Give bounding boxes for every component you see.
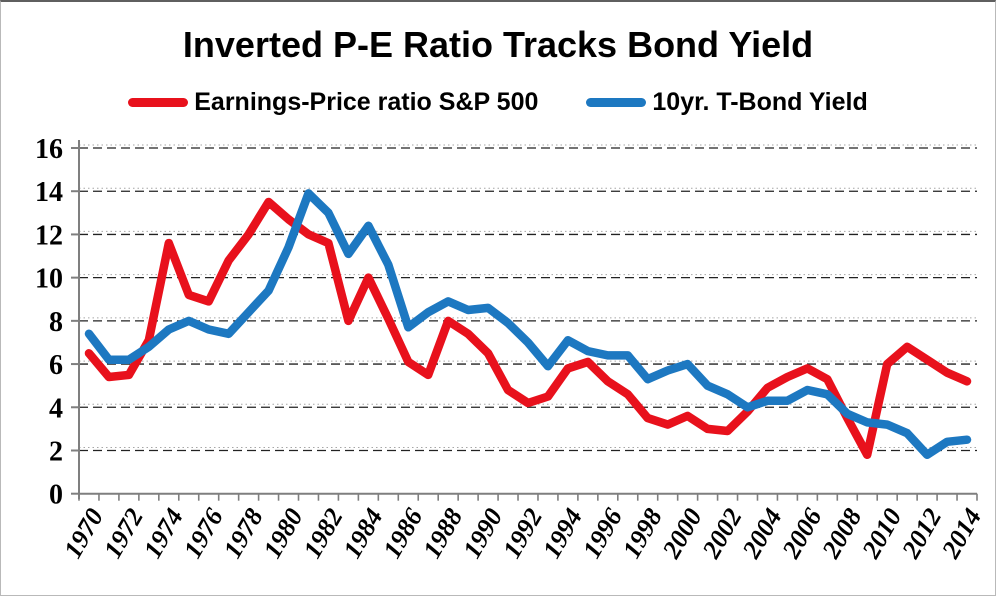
- y-tick-label: 8: [49, 307, 63, 338]
- y-tick-label: 4: [49, 393, 63, 424]
- x-tick-label: 1996: [577, 504, 628, 564]
- y-tick-label: 14: [35, 177, 63, 208]
- x-tick-label: 2004: [736, 504, 788, 564]
- x-tick-label: 2012: [896, 504, 948, 564]
- x-tick-label: 1986: [377, 504, 428, 564]
- legend-item-earnings-price: Earnings-Price ratio S&P 500: [128, 88, 538, 117]
- legend-label-earnings-price: Earnings-Price ratio S&P 500: [194, 88, 539, 116]
- x-tick-label: 1994: [537, 504, 588, 564]
- x-tick-label: 2006: [776, 504, 828, 564]
- y-tick-label: 0: [49, 480, 63, 511]
- x-tick-label: 1978: [218, 504, 269, 564]
- x-tick-label: 1970: [58, 504, 109, 564]
- series-line-earnings-price: [84, 197, 972, 460]
- x-tick-label: 1972: [98, 504, 149, 564]
- x-tick-label: 1988: [417, 503, 468, 563]
- y-tick-label: 12: [35, 220, 63, 251]
- x-tick-label: 1982: [298, 504, 349, 564]
- x-tick-label: 1980: [258, 504, 309, 564]
- y-tick-label: 2: [49, 436, 63, 467]
- series-line-tbond-yield: [84, 189, 972, 460]
- x-tick-label: 2010: [856, 504, 908, 564]
- x-tick-label: 1974: [138, 504, 189, 564]
- x-tick-label: 2014: [936, 504, 988, 564]
- legend-label-tbond-yield: 10yr. T-Bond Yield: [652, 88, 868, 116]
- x-tick-label: 2008: [816, 504, 868, 564]
- y-tick-label: 10: [35, 264, 63, 295]
- legend: Earnings-Price ratio S&P 500 10yr. T-Bon…: [1, 88, 995, 117]
- y-tick-label: 6: [49, 350, 63, 381]
- x-tick-label: 2000: [656, 504, 708, 564]
- legend-swatch-red-line: [128, 98, 189, 107]
- x-tick-label: 1990: [457, 503, 508, 563]
- chart-title: Inverted P-E Ratio Tracks Bond Yield: [182, 24, 814, 65]
- x-tick-label: 2002: [696, 504, 748, 564]
- x-tick-label: 1976: [178, 504, 229, 564]
- legend-swatch-blue-line: [586, 98, 647, 107]
- x-tick-label: 1984: [337, 504, 388, 564]
- legend-item-tbond-yield: 10yr. T-Bond Yield: [586, 88, 868, 117]
- x-tick-label: 1992: [497, 504, 548, 564]
- y-tick-label: 16: [35, 134, 63, 165]
- x-tick-label: 1998: [617, 504, 668, 564]
